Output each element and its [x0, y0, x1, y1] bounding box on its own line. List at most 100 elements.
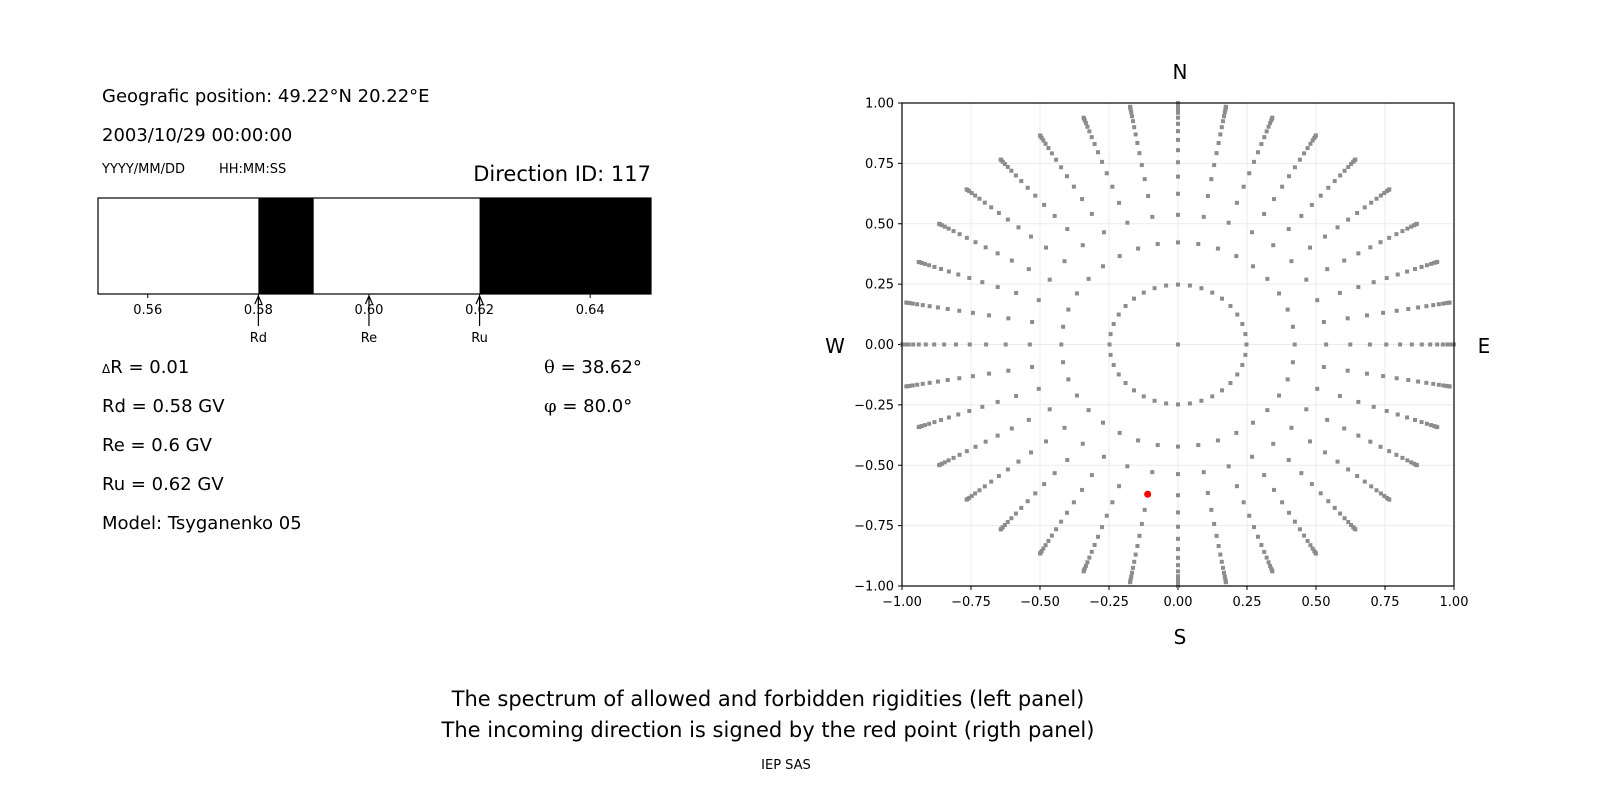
direction-point: [1176, 510, 1180, 515]
direction-point: [1002, 523, 1007, 528]
direction-point: [1335, 225, 1340, 230]
direction-point: [937, 463, 942, 468]
direction-point: [1030, 319, 1035, 324]
direction-point: [915, 382, 920, 387]
direction-point: [1424, 380, 1429, 385]
direction-point: [977, 196, 982, 201]
caption-line-2: The incoming direction is signed by the …: [441, 718, 1095, 742]
direction-point: [904, 300, 909, 305]
direction-point: [1424, 263, 1429, 268]
direction-point: [1108, 352, 1113, 357]
direction-point: [1128, 104, 1133, 109]
direction-point: [1346, 217, 1351, 222]
direction-point: [1406, 378, 1411, 383]
direction-point: [1221, 565, 1226, 570]
direction-point: [969, 191, 974, 196]
direction-point: [1369, 200, 1374, 205]
direction-point: [951, 229, 956, 234]
direction-point: [1038, 133, 1043, 138]
phi-symbol: φ: [544, 396, 557, 417]
phi-value: φ = 80.0°: [544, 396, 632, 417]
direction-point: [996, 474, 1001, 479]
direction-point: [1083, 121, 1088, 126]
direction-point: [1268, 121, 1273, 126]
direction-point: [904, 384, 909, 389]
direction-point: [1176, 110, 1180, 115]
direction-point: [1104, 513, 1109, 518]
direction-point: [1262, 211, 1267, 216]
direction-point: [1264, 555, 1269, 560]
direction-point: [1101, 230, 1106, 235]
direction-point: [1395, 272, 1400, 277]
time-format-label: HH:MM:SS: [219, 162, 286, 177]
direction-point: [1209, 177, 1214, 182]
direction-point: [1047, 277, 1052, 282]
direction-point: [1176, 342, 1180, 347]
direction-point: [1117, 484, 1122, 489]
direction-point: [1241, 500, 1246, 505]
direction-point: [1394, 376, 1399, 381]
direction-point: [1089, 135, 1094, 140]
direction-point: [1080, 243, 1085, 248]
direction-point: [1342, 168, 1347, 173]
direction-point: [1406, 306, 1411, 311]
delta-r-value: R = 0.01: [110, 357, 189, 378]
direction-point: [1318, 491, 1323, 496]
direction-point: [1400, 229, 1405, 234]
direction-point: [995, 399, 1000, 404]
direction-point: [989, 479, 994, 484]
direction-point: [1176, 547, 1180, 552]
direction-point: [1013, 511, 1018, 516]
direction-point: [1096, 534, 1101, 539]
direction-point: [1441, 383, 1446, 388]
direction-point: [1234, 484, 1239, 489]
y-tick-label: 1.00: [865, 97, 894, 112]
direction-point: [1346, 467, 1351, 472]
direction-point: [1003, 342, 1008, 347]
direction-point: [1250, 264, 1255, 269]
direction-point: [1131, 296, 1136, 301]
direction-point: [1259, 142, 1264, 147]
direction-point: [1436, 382, 1441, 387]
direction-point: [1414, 463, 1419, 468]
direction-point: [1130, 119, 1135, 124]
direction-point: [1435, 425, 1440, 430]
compass-west: W: [825, 334, 845, 358]
direction-point: [903, 342, 908, 347]
direction-point: [946, 415, 951, 420]
direction-point: [953, 342, 958, 347]
direction-point: [1187, 401, 1192, 406]
y-tick-label: 0.25: [865, 278, 894, 293]
direction-point: [1255, 150, 1260, 155]
direction-point: [1129, 110, 1134, 115]
direction-point: [967, 276, 972, 281]
direction-point: [1346, 164, 1351, 169]
direction-point: [1036, 386, 1041, 391]
direction-point: [1199, 286, 1204, 291]
direction-point: [1130, 114, 1135, 119]
direction-point: [907, 301, 912, 306]
direction-point: [1176, 137, 1180, 142]
direction-point: [927, 263, 932, 268]
direction-point: [1299, 471, 1304, 476]
y-tick-label: −0.75: [854, 519, 894, 534]
direction-point: [1025, 499, 1030, 504]
direction-point: [937, 221, 942, 226]
direction-point: [1362, 205, 1367, 210]
direction-point: [977, 488, 982, 493]
direction-point: [1100, 525, 1105, 530]
direction-point: [1100, 159, 1105, 164]
y-tick-label: −0.25: [854, 398, 894, 413]
direction-point: [970, 374, 975, 379]
direction-point: [967, 408, 972, 413]
direction-point: [957, 308, 962, 313]
direction-point: [980, 404, 985, 409]
direction-point: [1054, 527, 1059, 532]
y-tick-label: 0.50: [865, 217, 894, 232]
direction-point: [1387, 187, 1392, 192]
y-tick-label: −0.50: [854, 459, 894, 474]
direction-point: [1271, 441, 1276, 446]
direction-point: [1409, 342, 1414, 347]
direction-point: [1219, 125, 1224, 130]
direction-point: [1424, 304, 1429, 309]
